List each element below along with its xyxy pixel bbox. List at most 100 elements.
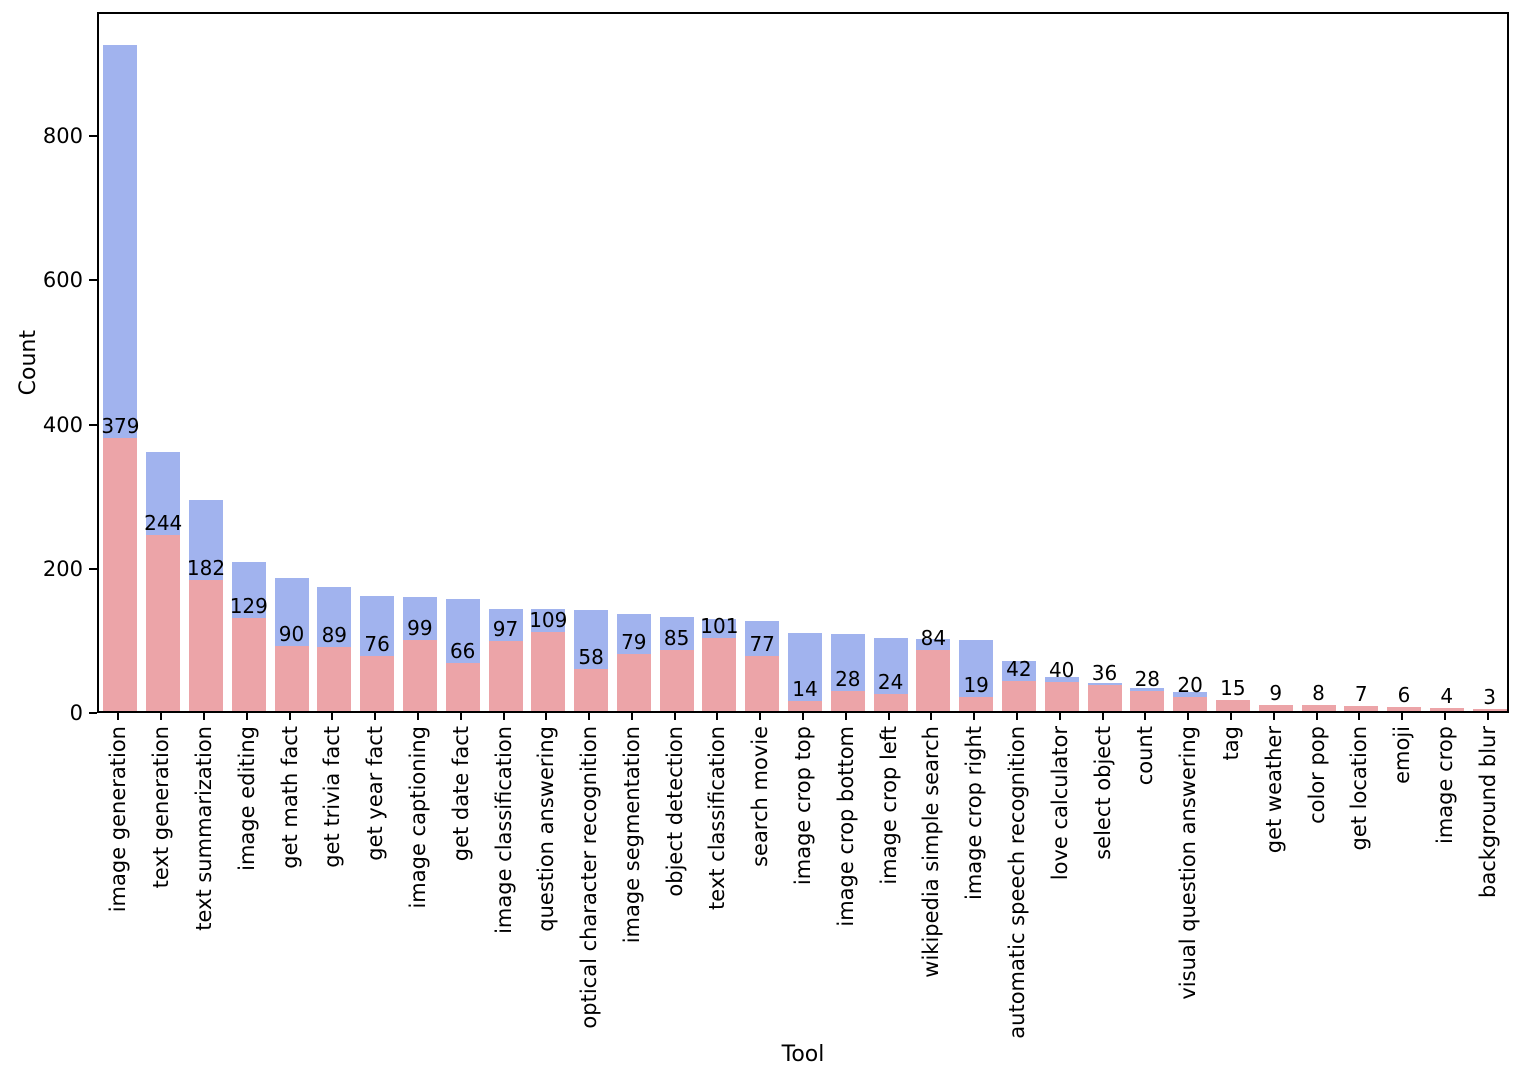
x-tick-label: wikipedia simple search — [919, 726, 944, 978]
x-tick — [331, 713, 334, 720]
x-tick-label: get year fact — [363, 726, 388, 861]
x-tick-label: image editing — [234, 726, 259, 871]
bar-pink-image-captioning — [402, 639, 437, 711]
x-tick-label: love calculator — [1047, 726, 1072, 881]
bar-pink-image-crop-right — [959, 697, 994, 711]
bar-pink-optical-character-recognition — [574, 669, 609, 711]
bar-pink-image-generation — [103, 437, 138, 711]
x-tick — [1058, 713, 1061, 720]
bar-blue-image-crop-top — [788, 633, 822, 711]
bar-value-label: 89 — [321, 622, 348, 647]
bar-pink-emoji — [1387, 706, 1421, 711]
bar-value-label: 28 — [835, 666, 861, 691]
x-tick-label: visual question answering — [1176, 726, 1201, 1000]
bar-pink-automatic-speech-recognition — [1001, 680, 1036, 711]
bar-value-label: 40 — [1048, 658, 1075, 683]
x-tick-label: text generation — [149, 726, 174, 889]
bar-pink-get-trivia-fact — [317, 646, 352, 711]
x-tick-label: get math fact — [277, 726, 302, 869]
x-tick-label: image crop left — [876, 726, 901, 885]
x-tick — [374, 713, 377, 720]
x-tick — [1443, 713, 1446, 720]
bar-pink-object-detection — [659, 649, 694, 711]
y-tick — [89, 567, 97, 570]
x-tick — [459, 713, 462, 720]
x-tick-label: count — [1133, 726, 1158, 786]
x-tick-label: image crop right — [962, 726, 987, 900]
y-tick-label: 600 — [42, 268, 83, 293]
x-tick — [759, 713, 762, 720]
x-tick — [973, 713, 976, 720]
bar-pink-get-date-fact — [445, 663, 480, 711]
x-tick-label: get date fact — [448, 726, 473, 862]
bar-value-label: 6 — [1397, 682, 1411, 707]
bar-value-label: 85 — [663, 625, 690, 650]
bar-value-label: 3 — [1483, 684, 1496, 709]
bar-pink-image-segmentation — [616, 654, 651, 711]
x-tick-label: image captioning — [405, 726, 430, 909]
x-tick — [1015, 713, 1018, 720]
x-tick-label: optical character recognition — [577, 726, 602, 1029]
x-tick — [203, 713, 205, 720]
bar-pink-select-object — [1087, 685, 1122, 711]
bar-value-label: 97 — [492, 617, 519, 641]
x-tick-label: select object — [1090, 726, 1115, 860]
y-tick-label: 200 — [42, 556, 83, 581]
x-tick-label: image segmentation — [619, 726, 644, 944]
x-tick-label: image crop top — [791, 726, 815, 886]
bar-value-label: 28 — [1134, 666, 1161, 691]
y-tick — [89, 135, 97, 137]
x-tick — [930, 713, 933, 720]
x-tick-label: get weather — [1261, 726, 1286, 854]
bar-pink-text-generation — [146, 535, 181, 711]
y-tick — [89, 279, 97, 282]
bar-value-label: 101 — [700, 614, 739, 639]
bar-pink-get-weather — [1258, 704, 1293, 711]
x-tick — [716, 713, 719, 720]
bar-pink-wikipedia-simple-search — [916, 650, 951, 711]
bar-value-label: 244 — [144, 511, 183, 535]
x-tick-label: text classification — [705, 726, 730, 910]
bar-pink-image-crop-bottom — [830, 690, 865, 711]
x-axis-label: Tool — [781, 1042, 825, 1067]
bar-value-label: 36 — [1091, 661, 1118, 685]
bar-value-label: 76 — [364, 632, 390, 657]
bar-value-label: 15 — [1220, 676, 1246, 701]
x-tick — [1486, 713, 1489, 720]
x-tick-label: search movie — [748, 726, 773, 867]
bar-pink-tag — [1215, 700, 1250, 711]
bar-value-label: 79 — [621, 630, 647, 654]
x-tick — [288, 713, 291, 720]
y-tick-label: 0 — [69, 701, 83, 725]
bar-pink-love-calculator — [1044, 682, 1079, 711]
x-tick — [160, 713, 163, 720]
bar-value-label: 20 — [1177, 672, 1203, 697]
bar-pink-text-classification — [702, 638, 737, 711]
y-axis-label: Count — [16, 330, 41, 396]
bar-pink-image-editing — [231, 618, 266, 711]
x-tick — [245, 713, 248, 720]
x-tick — [1315, 713, 1318, 720]
x-tick-label: tag — [1218, 726, 1243, 761]
y-tick-label: 400 — [42, 412, 83, 437]
bar-value-label: 58 — [578, 645, 604, 670]
x-tick-label: emoji — [1390, 726, 1414, 784]
x-tick-label: object detection — [662, 726, 687, 897]
x-tick-label: image crop bottom — [833, 726, 858, 927]
x-tick — [545, 713, 548, 720]
x-tick-label: background blur — [1475, 726, 1500, 898]
bar-pink-question-answering — [531, 632, 566, 711]
x-tick — [588, 713, 591, 720]
bar-pink-get-location — [1344, 706, 1379, 711]
bar-value-label: 7 — [1354, 682, 1368, 706]
bar-value-label: 99 — [407, 615, 433, 640]
plot-area: 379 244 182 129 90 89 76 99 66 97 109 58 79 85 101 77 14… — [97, 12, 1509, 713]
x-tick-label: color pop — [1304, 726, 1329, 824]
bar-value-label: 84 — [920, 626, 947, 651]
bar-pink-image-crop-left — [873, 693, 908, 711]
bar-pink-visual-question-answering — [1173, 696, 1208, 711]
x-tick-label: question answering — [534, 726, 559, 932]
x-tick-label: image classification — [491, 726, 516, 934]
bar-value-label: 9 — [1269, 680, 1283, 705]
